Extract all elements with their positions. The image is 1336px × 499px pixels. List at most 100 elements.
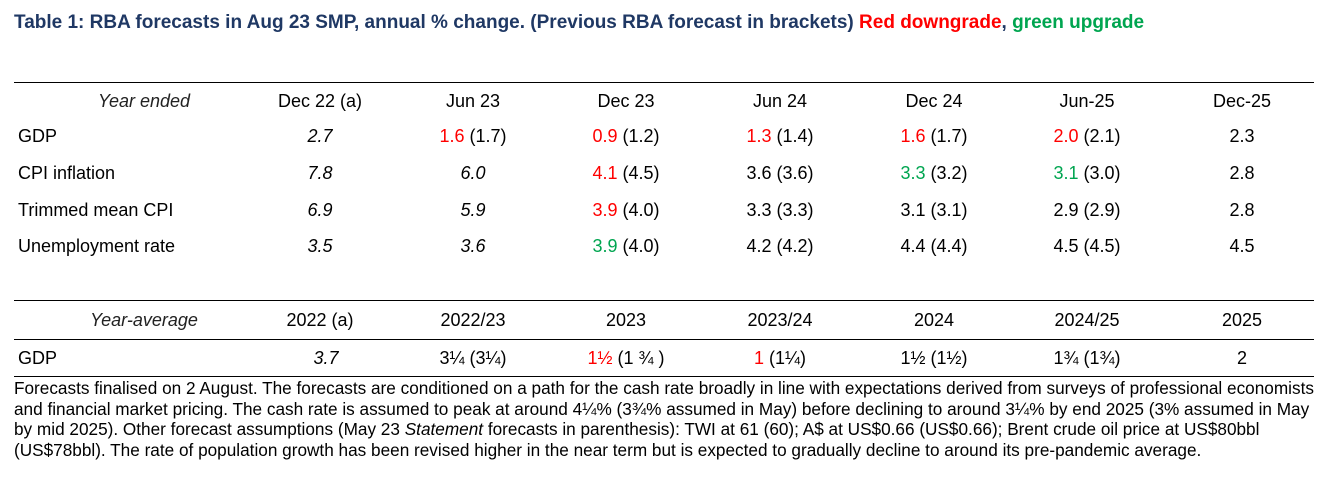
table2-header-row: Year-average 2022 (a) 2022/23 2023 2023/… [14,302,1314,338]
table-title: Table 1: RBA forecasts in Aug 23 SMP, an… [14,10,1314,36]
table-cell: 3.7 [313,348,339,368]
table-cell: 1.6 (1.7) [854,118,1014,154]
table-cell: 2.9 (2.9) [1007,192,1167,228]
table-cell: 1¾ (1¾) [1007,340,1167,376]
forecast-value: 1½ [900,348,926,368]
previous-forecast: (1.7) [930,126,968,146]
table2-header-rule [14,339,1314,340]
previous-forecast: (1 ¾ ) [617,348,665,368]
table-cell: 5.9 [460,200,486,220]
middle-rule [14,300,1314,301]
forecast-value: 4.1 [592,163,618,183]
forecast-value: 4.4 [900,236,926,256]
table-cell: 0.9 (1.2) [546,118,706,154]
forecast-value: 1½ [587,348,613,368]
previous-forecast: (4.2) [776,236,814,256]
table-cell: 2.7 [307,126,333,146]
forecast-value: 1.6 [900,126,926,146]
previous-forecast: (1.4) [776,126,814,146]
table2-col-header: 2022 (a) [286,310,354,330]
previous-forecast: (2.1) [1083,126,1121,146]
forecast-value: 3.1 [900,200,926,220]
table-cell: 3.3 (3.2) [854,155,1014,191]
table1-header-label: Year ended [97,91,191,111]
forecast-value: 1.3 [746,126,772,146]
row-label: Unemployment rate [18,236,176,256]
forecast-value: 1¾ [1053,348,1079,368]
table-cell: 3¼ (3¼) [393,340,553,376]
forecast-value: 0.9 [592,126,618,146]
previous-forecast: (3.2) [930,163,968,183]
table-row-gdp-year-average: GDP 3.7 3¼ (3¼) 1½ (1 ¾ ) 1 (1¼) 1½ (1½)… [14,340,1314,376]
table-cell: 3.1 (3.0) [1007,155,1167,191]
previous-forecast: (1.7) [469,126,507,146]
previous-forecast: (2.9) [1083,200,1121,220]
table-cell: 4.1 (4.5) [546,155,706,191]
table-cell: 1½ (1½) [854,340,1014,376]
previous-forecast: (4.0) [622,200,660,220]
table-cell: 4.4 (4.4) [854,228,1014,264]
forecast-value: 2.0 [1053,126,1079,146]
table1-col-header: Jun 24 [752,91,808,111]
table1-header-row: Year ended Dec 22 (a) Jun 23 Dec 23 Jun … [14,83,1314,119]
table1-col-header: Jun-25 [1059,91,1115,111]
table2-col-header: 2023 [605,310,647,330]
table-cell: 3.9 (4.0) [546,228,706,264]
table-cell: 3.6 [460,236,486,256]
row-label: Trimmed mean CPI [18,200,174,220]
forecast-value: 3.6 [746,163,772,183]
previous-forecast: (1½) [930,348,968,368]
row-label: GDP [18,126,58,146]
table-row-cpi-inflation: CPI inflation 7.8 6.0 4.1 (4.5) 3.6 (3.6… [14,155,1314,191]
footnote: Forecasts finalised on 2 August. The for… [14,378,1324,460]
footnote-part1: Forecasts finalised on 2 August. The for… [14,378,1314,440]
previous-forecast: (3.3) [776,200,814,220]
title-separator: , [1001,12,1007,33]
table2-col-header: 2022/23 [440,310,506,330]
forecast-value: 4.2 [746,236,772,256]
previous-forecast: (3.6) [776,163,814,183]
footnote-part2: forecasts in parenthesis): TWI at 61 (60… [14,419,1260,460]
table-cell: 1 (1¼) [700,340,860,376]
table-cell: 3.6 (3.6) [700,155,860,191]
table-cell: 2.0 (2.1) [1007,118,1167,154]
forecast-value: 3¼ [439,348,465,368]
table1-col-header: Jun 23 [445,91,501,111]
table-row-unemployment-rate: Unemployment rate 3.5 3.6 3.9 (4.0) 4.2 … [14,228,1314,264]
table2-col-header: 2024/25 [1054,310,1120,330]
title-red-legend: Red downgrade [859,12,1002,33]
previous-forecast: (4.4) [930,236,968,256]
table-cell: 2.3 [1229,126,1255,146]
table-cell: 7.8 [307,163,333,183]
previous-forecast: (1¾) [1083,348,1121,368]
table1-col-header: Dec 23 [597,91,655,111]
table-row-gdp: GDP 2.7 1.6 (1.7) 0.9 (1.2) 1.3 (1.4) 1.… [14,118,1314,154]
table1-col-header: Dec 22 (a) [277,91,363,111]
title-main: Table 1: RBA forecasts in Aug 23 SMP, an… [14,12,854,33]
table-cell: 6.0 [460,163,486,183]
bottom-rule [14,376,1314,377]
table-cell: 2 [1236,348,1247,368]
forecast-value: 3.3 [900,163,926,183]
table1-col-header: Dec 24 [905,91,963,111]
table2-col-header: 2023/24 [747,310,813,330]
footnote-italic: Statement [404,419,484,440]
table-cell: 4.5 (4.5) [1007,228,1167,264]
table-cell: 3.5 [307,236,333,256]
previous-forecast: (4.5) [622,163,660,183]
table1-col-header: Dec-25 [1212,91,1272,111]
table-cell: 2.8 [1229,163,1255,183]
forecast-value: 4.5 [1053,236,1079,256]
table2-col-header: 2025 [1221,310,1263,330]
forecast-value: 1.6 [439,126,465,146]
forecast-value: 3.3 [746,200,772,220]
top-rule [14,82,1314,83]
table-cell: 1½ (1 ¾ ) [546,340,706,376]
previous-forecast: (3¼) [469,348,507,368]
table-cell: 4.5 [1229,236,1255,256]
previous-forecast: (1¼) [769,348,807,368]
previous-forecast: (1.2) [622,126,660,146]
table-cell: 3.9 (4.0) [546,192,706,228]
table-cell: 3.1 (3.1) [854,192,1014,228]
table-cell: 2.8 [1229,200,1255,220]
